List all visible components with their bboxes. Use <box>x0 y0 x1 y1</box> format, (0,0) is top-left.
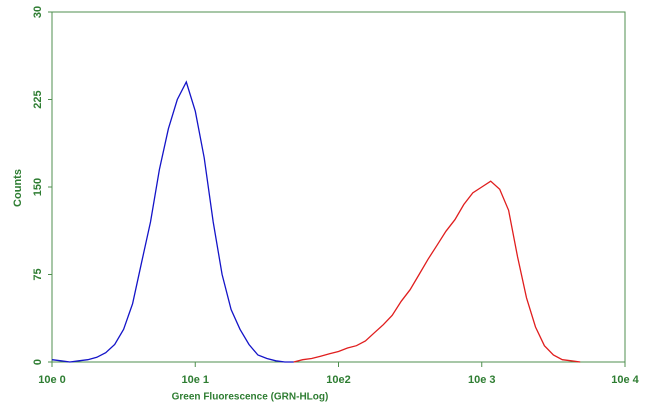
x-tick-label: 10e 1 <box>181 374 209 386</box>
y-tick-label: 75 <box>32 268 44 280</box>
x-tick-label: 10e 3 <box>468 374 496 386</box>
y-tick-label: 0 <box>32 359 44 365</box>
x-tick-label: 10e2 <box>326 374 350 386</box>
y-tick-label: 150 <box>32 178 44 196</box>
y-axis-label: Counts <box>12 169 24 207</box>
x-tick-label: 10e 0 <box>38 374 66 386</box>
y-tick-label: 30 <box>32 6 44 18</box>
x-axis-label: Green Fluorescence (GRN-HLog) <box>172 392 329 403</box>
x-tick-label: 10e 4 <box>611 374 639 386</box>
y-tick-label: 225 <box>32 90 44 108</box>
histogram-line <box>293 180 581 363</box>
plot-frame <box>51 11 626 363</box>
histogram-line <box>51 80 294 363</box>
